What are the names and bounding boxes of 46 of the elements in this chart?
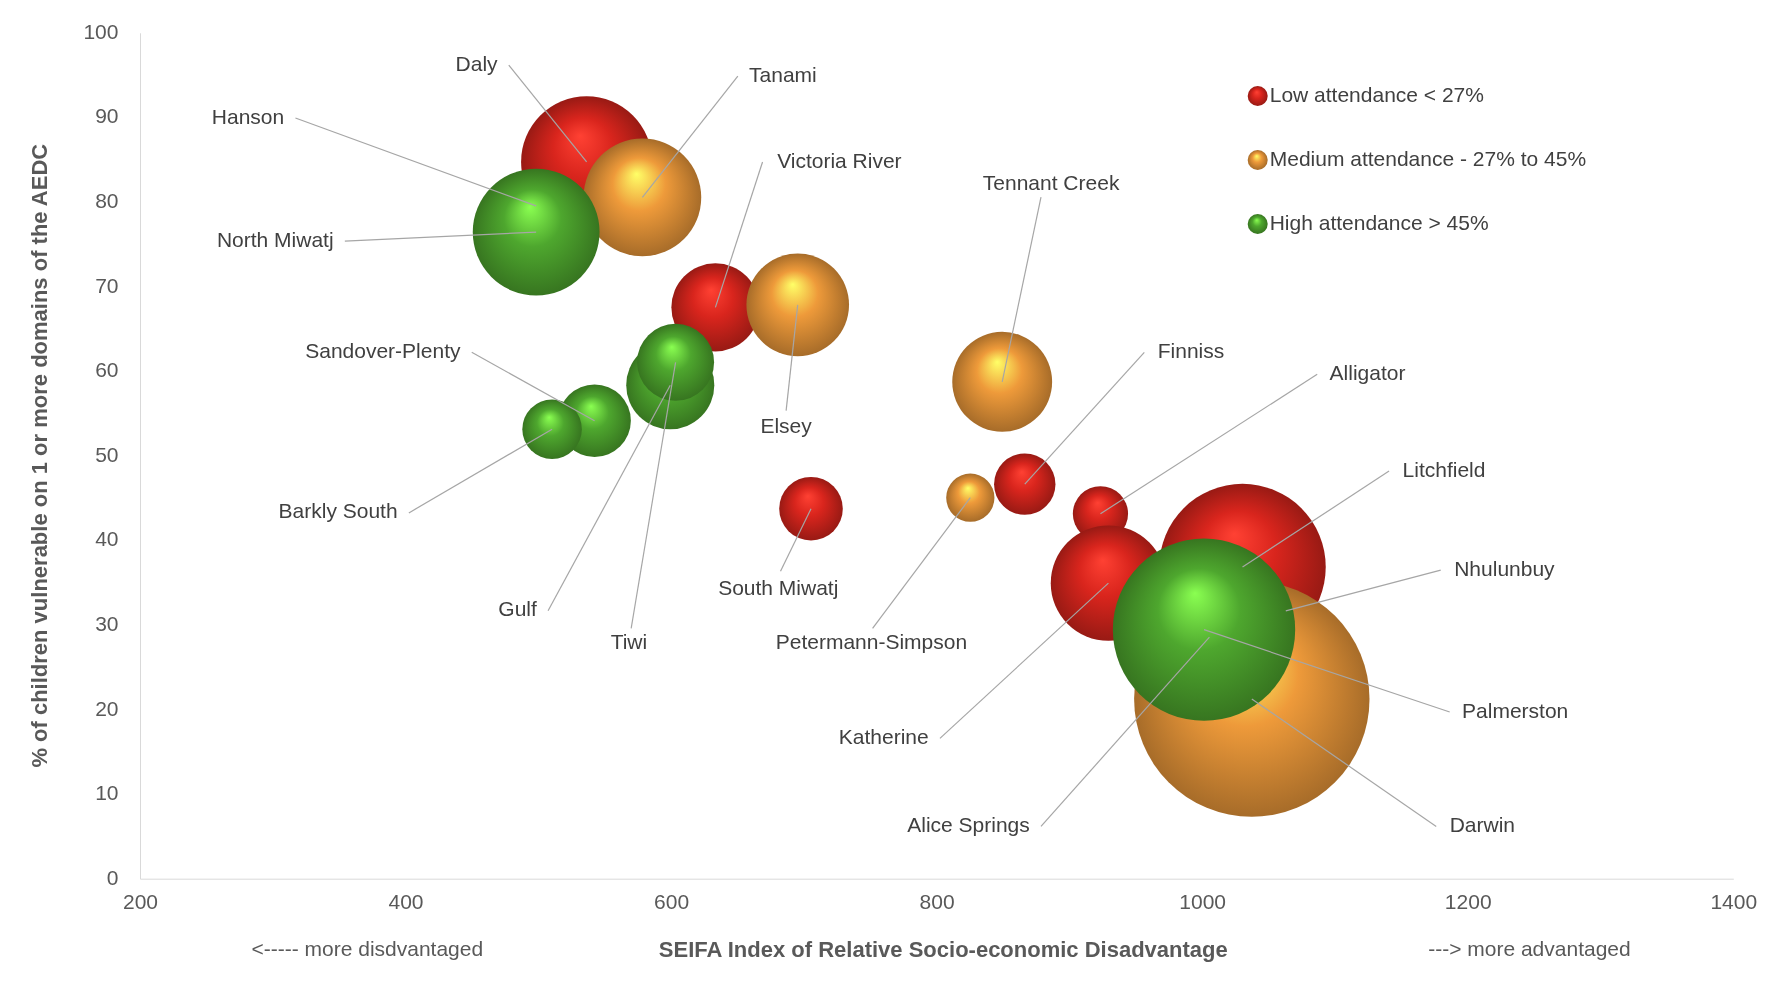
annotation: Palmerston <box>1462 698 1569 722</box>
y-tick-label: 30 <box>95 611 119 635</box>
annotation: North Miwatj <box>216 227 334 251</box>
x-axis-title: SEIFA Index of Relative Socio-economic Disadvantage <box>658 936 1228 962</box>
legend-label: Low attendance < 27% <box>1269 82 1484 106</box>
annotation: Tiwi <box>610 630 648 654</box>
y-axis-title: % of children vulnerable on 1 or more domains of the AEDC <box>27 143 53 768</box>
annotation: Victoria River <box>777 148 902 172</box>
legend-label: High attendance > 45% <box>1269 210 1489 234</box>
annotation: Gulf <box>498 597 538 621</box>
annotation: Petermann-Simpson <box>775 630 968 654</box>
x-tick-label: 200 <box>122 890 159 914</box>
annotation: Nhulunbuy <box>1454 556 1556 580</box>
y-tick-label: 60 <box>95 358 119 382</box>
text: <----- more disdvantaged <box>251 937 484 961</box>
annotation: Katherine <box>838 724 929 748</box>
y-tick-label: 20 <box>95 696 119 720</box>
x-tick-label: 400 <box>388 890 424 914</box>
annotation: Elsey <box>760 413 813 437</box>
annotation: Darwin <box>1449 812 1516 836</box>
y-tick-label: 50 <box>95 442 119 466</box>
annotation: Finniss <box>1157 338 1225 362</box>
legend-label: Medium attendance - 27% to 45% <box>1269 146 1587 170</box>
annotation: Daly <box>455 51 499 75</box>
y-tick-label: 80 <box>95 189 119 213</box>
annotation: Tanami <box>749 62 817 86</box>
y-tick-label: 70 <box>95 273 119 297</box>
x-tick-label: 600 <box>654 890 690 914</box>
text: ---> more advantaged <box>1428 937 1631 961</box>
x-tick-label: 800 <box>919 890 955 914</box>
y-tick-label: 40 <box>95 527 119 551</box>
y-tick-label: 0 <box>106 865 119 889</box>
y-tick-label: 90 <box>95 104 119 128</box>
annotation: Alligator <box>1329 360 1406 384</box>
y-tick-label: 100 <box>83 19 119 43</box>
x-tick-label: 1200 <box>1444 890 1492 914</box>
x-tick-label: 1400 <box>1710 890 1758 914</box>
annotation: Barkly South <box>278 499 398 523</box>
annotation: South Miwatj <box>718 576 839 600</box>
y-tick-label: 10 <box>95 781 119 805</box>
annotation: Alice Springs <box>907 812 1030 836</box>
annotation: Sandover-Plenty <box>305 338 461 362</box>
x-tick-label: 1000 <box>1179 890 1227 914</box>
annotation: Tennant Creek <box>982 170 1120 194</box>
annotation: Litchfield <box>1402 457 1486 481</box>
annotation: Hanson <box>211 104 285 128</box>
